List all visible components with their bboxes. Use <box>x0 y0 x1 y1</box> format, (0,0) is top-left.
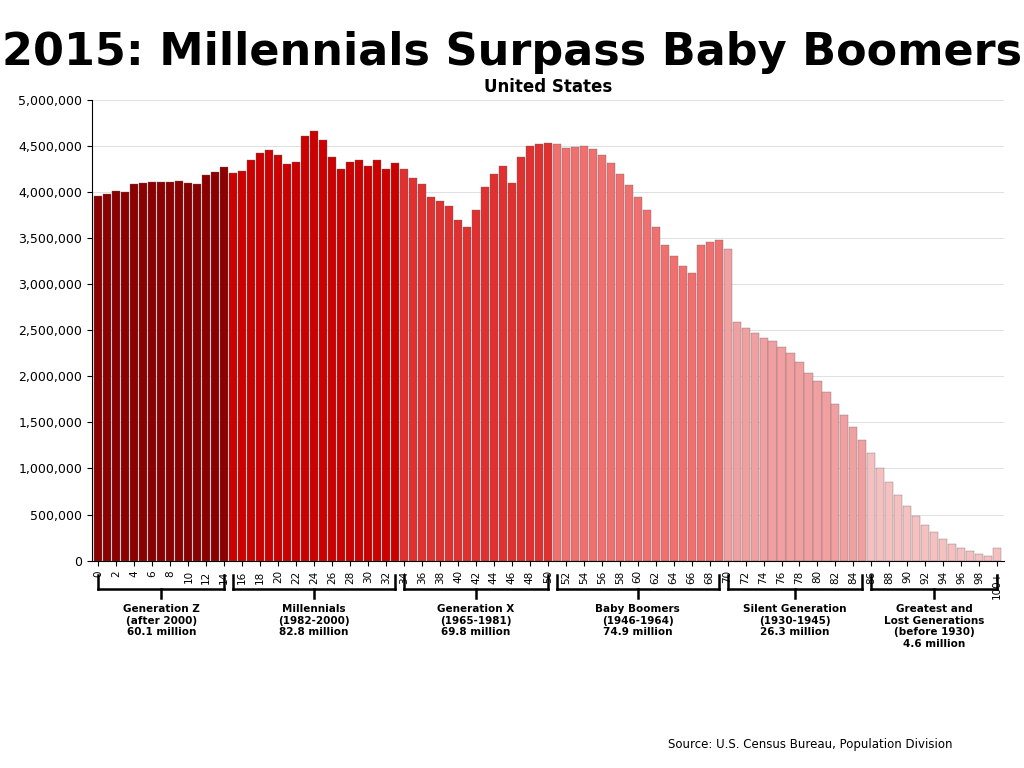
Bar <box>912 516 921 561</box>
Bar <box>984 555 992 561</box>
Bar <box>939 538 947 561</box>
Bar <box>858 440 866 561</box>
Bar <box>328 157 336 561</box>
Bar <box>948 544 956 561</box>
Bar <box>382 169 390 561</box>
Bar <box>499 166 507 561</box>
Bar <box>292 162 300 561</box>
Bar <box>643 210 650 561</box>
Text: 2015: Millennials Surpass Baby Boomers: 2015: Millennials Surpass Baby Boomers <box>2 31 1022 74</box>
Bar <box>967 551 974 561</box>
Bar <box>634 197 642 561</box>
Bar <box>365 166 372 561</box>
Bar <box>715 240 723 561</box>
Bar <box>957 548 966 561</box>
Bar <box>319 140 328 561</box>
Bar <box>355 160 364 561</box>
Bar <box>751 333 759 561</box>
Bar <box>724 249 731 561</box>
Bar <box>391 164 399 561</box>
Bar <box>346 162 354 561</box>
Bar <box>130 184 138 561</box>
Bar <box>310 131 318 561</box>
Bar <box>472 210 480 561</box>
Bar <box>436 201 444 561</box>
Bar <box>256 153 264 561</box>
Bar <box>732 322 740 561</box>
Bar <box>274 155 283 561</box>
Bar <box>427 197 435 561</box>
Bar <box>651 227 659 561</box>
Bar <box>113 191 121 561</box>
Bar <box>337 169 345 561</box>
Bar <box>894 495 902 561</box>
Bar <box>660 244 669 561</box>
Bar <box>975 554 983 561</box>
Bar <box>166 182 174 561</box>
Bar <box>877 468 885 561</box>
Bar <box>103 194 112 561</box>
Bar <box>301 137 309 561</box>
Bar <box>922 525 930 561</box>
Bar <box>687 273 695 561</box>
Bar <box>760 338 768 561</box>
Bar <box>175 181 183 561</box>
Bar <box>544 143 552 561</box>
Bar <box>625 184 633 561</box>
Bar <box>615 174 624 561</box>
Text: Silent Generation
(1930-1945)
26.3 million: Silent Generation (1930-1945) 26.3 milli… <box>743 604 847 637</box>
Bar <box>239 171 247 561</box>
Bar <box>247 160 255 561</box>
Bar <box>580 146 588 561</box>
Bar <box>606 164 614 561</box>
Bar <box>139 183 147 561</box>
Bar <box>706 242 714 561</box>
Bar <box>886 482 893 561</box>
Bar <box>598 155 606 561</box>
Text: Millennials
(1982-2000)
82.8 million: Millennials (1982-2000) 82.8 million <box>279 604 350 637</box>
Bar <box>203 175 210 561</box>
Bar <box>849 427 857 561</box>
Bar <box>184 183 193 561</box>
Bar <box>229 173 238 561</box>
Bar <box>841 415 849 561</box>
Title: United States: United States <box>483 78 612 95</box>
Bar <box>454 220 462 561</box>
Bar <box>570 147 579 561</box>
Text: Generation X
(1965-1981)
69.8 million: Generation X (1965-1981) 69.8 million <box>437 604 515 637</box>
Bar <box>508 183 516 561</box>
Text: Greatest and
Lost Generations
(before 1930)
4.6 million: Greatest and Lost Generations (before 19… <box>884 604 984 649</box>
Bar <box>930 532 938 561</box>
Bar <box>796 362 804 561</box>
Bar <box>831 404 840 561</box>
Text: Generation Z
(after 2000)
60.1 million: Generation Z (after 2000) 60.1 million <box>123 604 200 637</box>
Bar <box>553 144 561 561</box>
Bar <box>284 164 291 561</box>
Text: Source: U.S. Census Bureau, Population Division: Source: U.S. Census Bureau, Population D… <box>668 738 952 751</box>
Bar <box>158 181 166 561</box>
Bar <box>822 392 830 561</box>
Bar <box>463 227 471 561</box>
Bar <box>805 372 812 561</box>
Bar <box>489 174 498 561</box>
Bar <box>409 178 417 561</box>
Bar <box>867 453 876 561</box>
Bar <box>445 206 453 561</box>
Bar <box>94 196 102 561</box>
Bar <box>122 192 129 561</box>
Bar <box>481 187 489 561</box>
Bar <box>220 167 228 561</box>
Bar <box>194 184 202 561</box>
Bar <box>535 144 543 561</box>
Bar <box>903 506 911 561</box>
Bar <box>400 169 409 561</box>
Bar <box>148 182 157 561</box>
Bar <box>741 329 750 561</box>
Bar <box>679 266 687 561</box>
Bar <box>517 157 525 561</box>
Bar <box>211 172 219 561</box>
Bar <box>993 548 1001 561</box>
Bar <box>265 150 273 561</box>
Bar <box>777 347 785 561</box>
Bar <box>589 149 597 561</box>
